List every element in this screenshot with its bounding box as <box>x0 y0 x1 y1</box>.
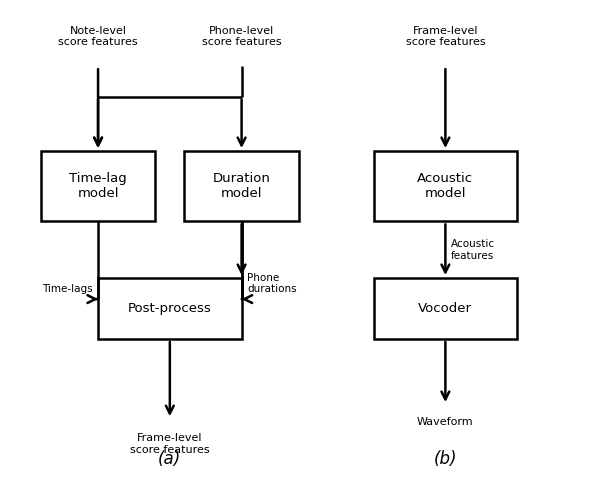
Text: Waveform: Waveform <box>417 416 474 427</box>
FancyBboxPatch shape <box>41 151 155 221</box>
Text: Vocoder: Vocoder <box>419 302 472 315</box>
Text: Frame-level
score features: Frame-level score features <box>130 433 210 455</box>
Text: (b): (b) <box>434 450 457 468</box>
FancyBboxPatch shape <box>184 151 299 221</box>
Text: Time-lags: Time-lags <box>42 284 92 294</box>
Text: Phone
durations: Phone durations <box>248 273 297 294</box>
Text: Post-process: Post-process <box>128 302 212 315</box>
Text: Duration
model: Duration model <box>213 172 270 200</box>
Text: Note-level
score features: Note-level score features <box>58 26 138 48</box>
FancyBboxPatch shape <box>98 278 242 339</box>
Text: Acoustic
model: Acoustic model <box>417 172 474 200</box>
FancyBboxPatch shape <box>374 151 517 221</box>
Text: Frame-level
score features: Frame-level score features <box>405 26 485 48</box>
Text: Acoustic
features: Acoustic features <box>451 239 495 261</box>
Text: Phone-level
score features: Phone-level score features <box>202 26 282 48</box>
Text: Time-lag
model: Time-lag model <box>69 172 127 200</box>
Text: (a): (a) <box>158 450 181 468</box>
FancyBboxPatch shape <box>374 278 517 339</box>
